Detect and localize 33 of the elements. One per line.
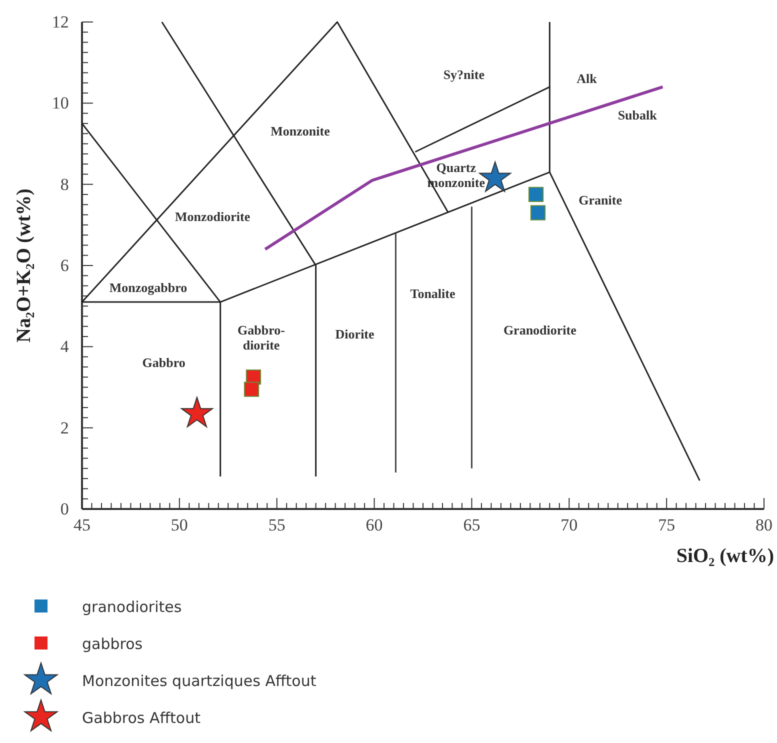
legend-label: gabbros — [82, 635, 143, 653]
y-tick-label: 12 — [52, 12, 69, 32]
y-axis-title: Na₂O+K₂O (wt%) — [13, 188, 35, 342]
y-tick-label: 8 — [60, 174, 69, 194]
annotation: Monzonite — [270, 124, 330, 139]
annotation: Alk — [576, 70, 598, 86]
y-tick-label: 4 — [60, 337, 70, 356]
annotation: Diorite — [335, 326, 375, 342]
annotation: Granite — [578, 192, 622, 208]
x-axis-title: SiO₂ (wt%) — [676, 545, 774, 567]
annotation: Gabbro — [142, 354, 186, 370]
x-tick-label: 55 — [268, 516, 286, 535]
annotation: Monzodiorite — [175, 208, 250, 224]
y-tick-label: 2 — [60, 418, 69, 438]
annotation: Subalk — [618, 107, 658, 122]
annotation: Tonalite — [410, 286, 456, 301]
annotation: Sy?nite — [443, 66, 485, 82]
x-tick-label: 60 — [366, 516, 383, 535]
annotation: Gabbro- diorite — [238, 322, 285, 352]
x-tick-label: 75 — [658, 516, 676, 535]
x-tick-label: 70 — [560, 516, 578, 535]
y-tick-label: 0 — [60, 499, 69, 518]
annotation: Monzogabbro — [109, 280, 188, 295]
x-tick-label: 45 — [74, 516, 90, 535]
x-tick-label: 50 — [170, 516, 188, 535]
x-tick-label: 80 — [756, 516, 772, 535]
legend-label: Gabbros Afftout — [82, 709, 201, 727]
x-tick-label: 65 — [463, 516, 480, 535]
y-tick-label: 6 — [60, 256, 69, 275]
annotation: Granodiorite — [503, 322, 577, 338]
y-tick-label: 10 — [52, 94, 69, 113]
legend-label: Monzonites quartziques Afftout — [82, 672, 316, 690]
legend-label: granodiorites — [82, 598, 182, 616]
